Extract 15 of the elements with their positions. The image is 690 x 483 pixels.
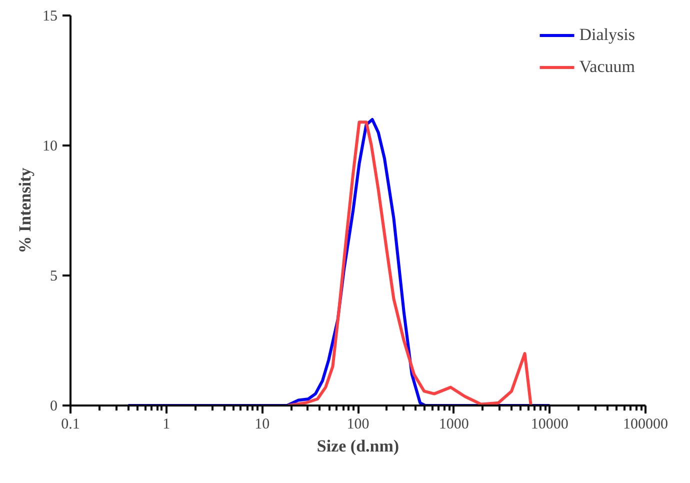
y-tick-label: 15: [42, 8, 58, 24]
legend-label: Dialysis: [579, 25, 635, 45]
x-tick-label: 0.1: [61, 416, 80, 432]
x-tick-label: 10000: [530, 416, 568, 432]
x-tick-label: 1000: [438, 416, 469, 432]
y-axis-title: % Intensity: [16, 167, 34, 254]
x-tick-label: 100000: [623, 416, 668, 432]
y-tick-label: 10: [42, 138, 58, 154]
y-tick-label: 5: [50, 268, 58, 284]
x-axis-title: Size (d.nm): [316, 436, 400, 456]
x-tick-label: 1: [162, 416, 170, 432]
legend-label: Vacuum: [579, 57, 635, 77]
y-tick-label: 0: [50, 398, 58, 414]
x-tick-label: 100: [346, 416, 370, 432]
x-tick-label: 10: [254, 416, 270, 432]
